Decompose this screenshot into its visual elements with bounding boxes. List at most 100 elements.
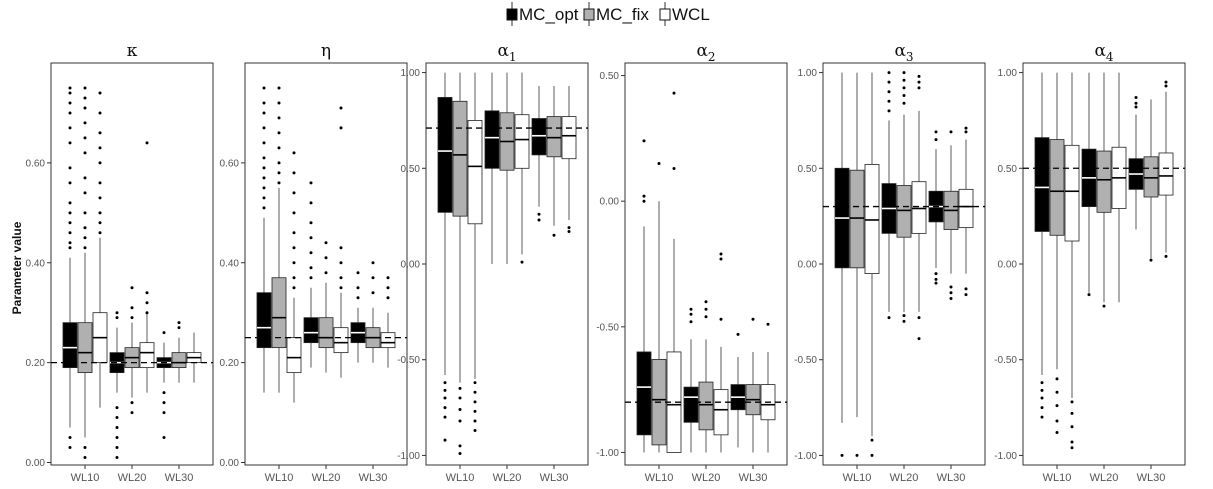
outlier-point xyxy=(130,411,134,415)
outlier-point xyxy=(292,231,296,235)
outlier-point xyxy=(443,388,447,392)
y-tick-label: -1.00 xyxy=(794,451,817,462)
outlier-point xyxy=(537,218,541,222)
y-tick-label: 0.40 xyxy=(26,258,46,269)
y-tick-label: 1.00 xyxy=(998,68,1018,79)
x-tick-label: WL20 xyxy=(692,472,721,484)
box-mc-fix xyxy=(365,261,381,363)
outlier-point xyxy=(262,156,266,160)
outlier-point xyxy=(1040,381,1044,385)
outlier-point xyxy=(902,94,906,98)
outlier-point xyxy=(68,91,72,95)
outlier-point xyxy=(917,316,921,320)
outlier-point xyxy=(473,390,477,394)
box-body xyxy=(958,188,974,229)
outlier-point xyxy=(443,438,447,442)
outlier-point xyxy=(83,446,87,450)
outlier-point xyxy=(1134,95,1138,99)
outlier-point xyxy=(443,396,447,400)
outlier-point xyxy=(277,116,281,120)
outlier-point xyxy=(1040,406,1044,410)
outlier-point xyxy=(83,151,87,155)
outlier-point xyxy=(1164,80,1168,84)
outlier-point xyxy=(309,251,313,255)
outlier-point xyxy=(1070,400,1074,404)
outlier-point xyxy=(130,286,134,290)
outlier-point xyxy=(115,426,119,430)
x-tick-label: WL30 xyxy=(937,472,966,484)
outlier-point xyxy=(704,307,708,311)
outlier-point xyxy=(262,186,266,190)
box-mc-fix xyxy=(499,72,515,264)
outlier-point xyxy=(964,126,968,130)
outlier-point xyxy=(98,91,102,95)
outlier-point xyxy=(262,111,266,115)
box-wcl xyxy=(467,72,483,433)
panel-6: α4 -1.00 -0.50 0.00 0.50 1.00 WL10 WL20 WL30 xyxy=(994,41,1186,484)
box-body xyxy=(713,389,729,436)
outlier-point xyxy=(458,396,462,400)
outlier-point xyxy=(672,167,676,171)
outlier-point xyxy=(68,246,72,250)
x-tick-label: WL20 xyxy=(493,472,522,484)
box-mc-opt xyxy=(62,86,78,450)
outlier-point xyxy=(473,429,477,433)
outlier-point xyxy=(1040,396,1044,400)
outlier-point xyxy=(68,221,72,225)
outlier-point xyxy=(115,436,119,440)
box-mc-opt xyxy=(730,332,746,448)
outlier-point xyxy=(262,176,266,180)
outlier-point xyxy=(83,96,87,100)
outlier-point xyxy=(520,260,524,264)
outlier-point xyxy=(162,331,166,335)
y-tick-label: -0.50 xyxy=(397,355,420,366)
outlier-point xyxy=(292,276,296,280)
box-body xyxy=(484,110,500,169)
outlier-point xyxy=(309,276,313,280)
outlier-point xyxy=(262,126,266,130)
outlier-point xyxy=(1134,105,1138,109)
panel-frame xyxy=(244,62,408,466)
outlier-point xyxy=(473,409,477,413)
outlier-point xyxy=(356,286,360,290)
outlier-point xyxy=(339,261,343,265)
y-tick-label: 0.50 xyxy=(600,71,620,82)
outlier-point xyxy=(262,141,266,145)
box-mc-opt xyxy=(484,72,500,264)
box-body xyxy=(683,386,699,423)
outlier-point xyxy=(473,419,477,423)
outlier-point xyxy=(1070,411,1074,415)
box-mc-fix xyxy=(452,72,468,456)
outlier-point xyxy=(68,86,72,90)
outlier-point xyxy=(949,296,953,300)
outlier-point xyxy=(309,201,313,205)
outlier-point xyxy=(162,391,166,395)
box-mc-fix xyxy=(1143,99,1159,262)
outlier-point xyxy=(356,296,360,300)
outlier-point xyxy=(130,316,134,320)
outlier-point xyxy=(83,121,87,125)
x-tick-label: WL10 xyxy=(1043,472,1072,484)
box-body xyxy=(1158,152,1174,196)
outlier-point xyxy=(1055,377,1059,381)
outlier-point xyxy=(130,401,134,405)
box-wcl xyxy=(1111,72,1127,303)
group-wl30 xyxy=(1128,80,1174,262)
outlier-point xyxy=(83,226,87,230)
box-mc-opt xyxy=(636,139,652,453)
outlier-point xyxy=(277,101,281,105)
outlier-point xyxy=(83,236,87,240)
box-mc-opt xyxy=(1128,95,1144,230)
outlier-point xyxy=(902,78,906,82)
box-mc-opt xyxy=(683,307,699,453)
outlier-point xyxy=(98,146,102,150)
outlier-point xyxy=(870,438,874,442)
outlier-point xyxy=(458,444,462,448)
box-wcl xyxy=(958,126,974,297)
legend-item-mc-opt: MC_opt xyxy=(506,2,579,26)
outlier-point xyxy=(458,419,462,423)
box-wcl xyxy=(92,91,108,408)
outlier-point xyxy=(98,196,102,200)
outlier-point xyxy=(917,80,921,84)
